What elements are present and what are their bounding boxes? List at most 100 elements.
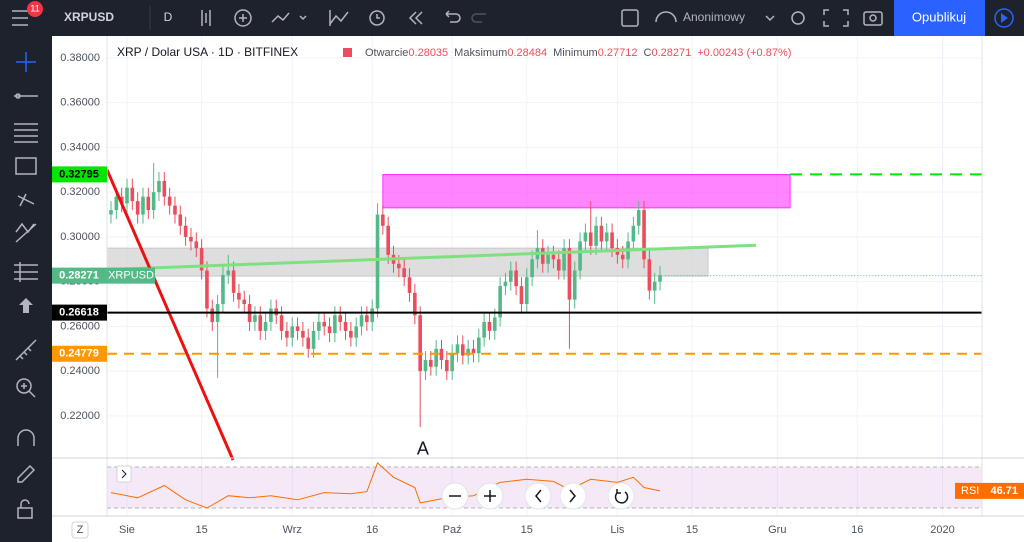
- top-bar: [0, 0, 1024, 36]
- candle-body: [386, 225, 390, 255]
- candle-body: [471, 348, 476, 354]
- symbol-tag-label: XRPUSD: [108, 270, 154, 282]
- toolbar-icons[interactable]: [201, 9, 883, 27]
- publish-button[interactable]: [894, 0, 985, 36]
- candle-body: [498, 286, 502, 318]
- legend-value: 0.28484: [507, 47, 547, 59]
- candle-body: [588, 232, 593, 246]
- account[interactable]: Anonimowy: [683, 10, 745, 24]
- trend-line: [105, 169, 235, 461]
- candle-body: [562, 248, 566, 271]
- candle-body: [269, 308, 273, 322]
- zone-box: [382, 174, 791, 209]
- price-tag-label: 0.26618: [59, 307, 99, 319]
- y-tick-label: 0.32000: [60, 186, 100, 198]
- annotation: A: [417, 439, 429, 459]
- price-tag-label: 0.24779: [59, 348, 99, 360]
- scale-labels: 0.380000.360000.340000.320000.300000.280…: [52, 52, 155, 422]
- candle-body: [487, 321, 492, 331]
- candle-body: [519, 286, 524, 305]
- candle-body: [636, 210, 641, 226]
- candle-body: [311, 330, 316, 349]
- candle-body: [343, 321, 348, 331]
- badge: [27, 1, 43, 17]
- candle-body: [455, 344, 460, 354]
- candle-body: [413, 292, 417, 316]
- candle-body: [402, 268, 406, 278]
- candle-body: [205, 270, 209, 309]
- candle-body: [514, 270, 518, 287]
- candle-body: [237, 292, 241, 300]
- candle-body: [306, 337, 311, 349]
- y-tick-label: 0.36000: [60, 97, 100, 109]
- play-button[interactable]: [994, 8, 1014, 28]
- x-tick-label: Gru: [768, 524, 786, 536]
- reset-label: Z: [77, 524, 84, 536]
- candle-body: [610, 232, 614, 249]
- publish-label: Opublikuj: [912, 9, 966, 24]
- candle-body: [658, 274, 662, 282]
- y-tick-label: 0.26000: [60, 320, 100, 332]
- x-tick-label: 15: [195, 524, 207, 536]
- candle-body: [365, 315, 369, 322]
- candle-body: [594, 225, 598, 246]
- legend-title: XRP / Dolar USA · 1D · BITFINEX: [117, 45, 298, 59]
- candle-body: [461, 344, 465, 356]
- candle-body: [301, 330, 305, 338]
- candle-body: [375, 214, 380, 309]
- candle-body: [407, 277, 412, 293]
- candle-body: [333, 315, 337, 334]
- candle-body: [578, 241, 582, 271]
- drawing-tools[interactable]: [14, 52, 38, 519]
- candle-body: [567, 248, 572, 300]
- candle-body: [530, 259, 534, 278]
- candle-body: [647, 259, 652, 291]
- legend-flag: [343, 48, 352, 57]
- y-tick-label: 0.30000: [60, 231, 100, 243]
- price-tag: [52, 166, 107, 183]
- candle-body: [492, 317, 497, 331]
- candle-body: [466, 348, 470, 356]
- candle-body: [540, 248, 545, 264]
- reset-button[interactable]: [71, 521, 89, 539]
- candle-body: [397, 263, 401, 269]
- x-tick-label: Sie: [119, 524, 135, 536]
- candle-body: [221, 274, 225, 305]
- candle-body: [258, 315, 263, 331]
- candle-body: [210, 308, 215, 322]
- candle-body: [370, 308, 374, 322]
- candle-body: [135, 201, 140, 215]
- candle-body: [189, 236, 193, 242]
- pane-controls[interactable]: [116, 465, 635, 510]
- rsi-tag: [955, 482, 1024, 499]
- interval[interactable]: D: [164, 10, 173, 24]
- x-tick-label: 15: [521, 524, 533, 536]
- price-tag: [52, 345, 107, 362]
- legend-label: Maksimum: [454, 47, 507, 59]
- x-tick-label: 15: [686, 524, 698, 536]
- candle-body: [146, 196, 151, 211]
- candle-body: [354, 326, 359, 338]
- menu-button[interactable]: [12, 10, 28, 26]
- candle-body: [642, 210, 646, 260]
- candle-body: [482, 321, 486, 338]
- symbol-tag: [107, 267, 155, 284]
- candle-body: [604, 232, 609, 242]
- candle-body: [125, 187, 129, 204]
- candles: [109, 163, 662, 428]
- legend-values: Otwarcie0.28035 Maksimum0.28484 Minimum0.2…: [365, 47, 791, 59]
- trend-line: [106, 243, 757, 272]
- legend-value: 0.28035: [408, 47, 448, 59]
- candle-body: [418, 315, 422, 372]
- symbol[interactable]: XRPUSD: [64, 10, 114, 24]
- x-tick-label: 2020: [930, 524, 954, 536]
- candle-body: [167, 196, 172, 206]
- price-tag-label: 0.32795: [59, 168, 99, 180]
- badge-count: 11: [30, 3, 39, 13]
- y-tick-label: 0.34000: [60, 141, 100, 153]
- x-tick-label: 16: [851, 524, 863, 536]
- legend-value: 0.28271: [651, 47, 691, 59]
- rsi-line: [110, 462, 661, 509]
- candle-body: [477, 337, 481, 354]
- candle-body: [162, 180, 167, 197]
